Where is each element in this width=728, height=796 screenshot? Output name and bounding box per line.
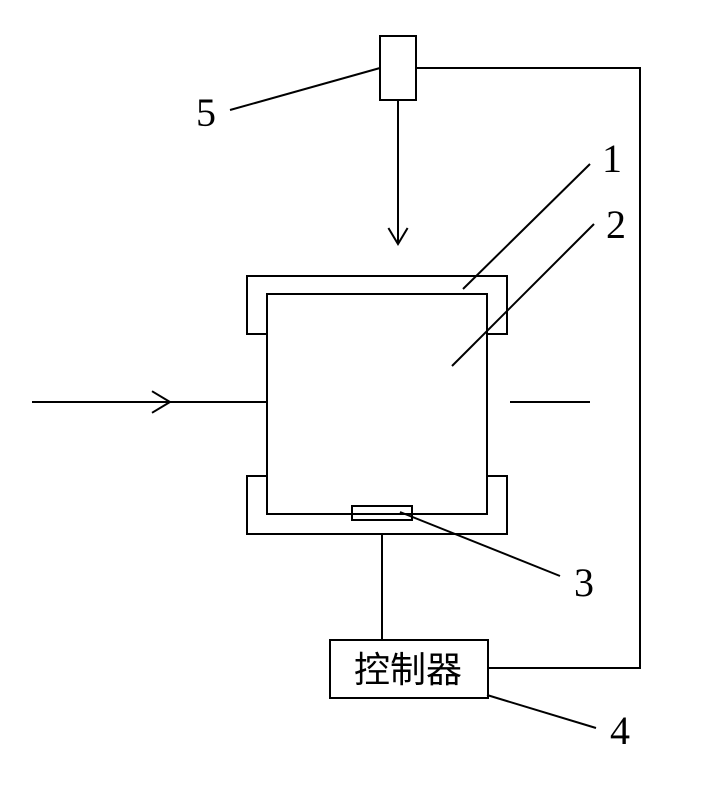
leader-3 [400,512,560,576]
sensor-box [380,36,416,100]
schematic-diagram: 控制器 1 2 3 4 5 [0,0,728,796]
label-5: 5 [196,90,216,135]
leader-4 [487,695,596,728]
controller-label: 控制器 [354,650,462,690]
leader-1 [463,164,590,289]
label-4: 4 [610,708,630,753]
label-2: 2 [606,202,626,247]
leader-5 [230,68,380,110]
label-3: 3 [574,560,594,605]
label-1: 1 [602,136,622,181]
main-box [267,294,487,514]
